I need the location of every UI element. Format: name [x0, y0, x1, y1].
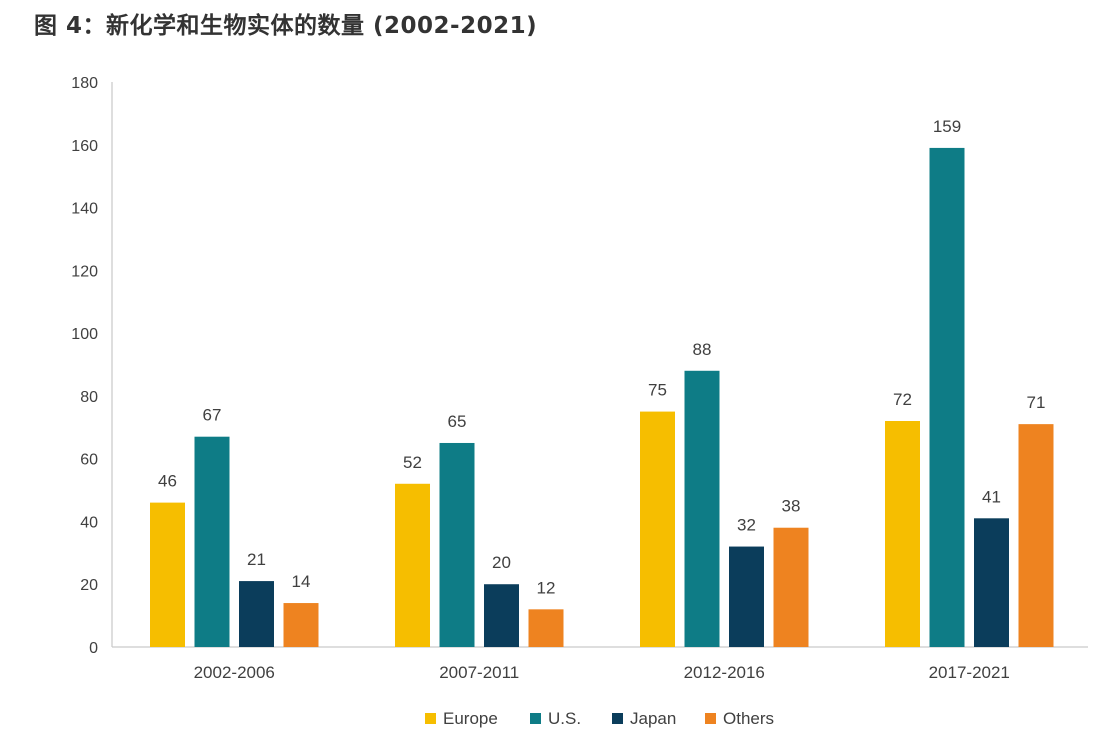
y-tick-label: 80 — [80, 389, 98, 406]
data-label: 65 — [448, 412, 467, 431]
y-tick-label: 100 — [71, 326, 98, 343]
data-label: 88 — [693, 340, 712, 359]
y-tick-label: 60 — [80, 452, 98, 469]
legend-label: Others — [723, 709, 774, 728]
legend-label: Europe — [443, 709, 498, 728]
data-label: 20 — [492, 553, 511, 572]
bar-europe — [395, 483, 430, 647]
bar-others — [1018, 424, 1054, 647]
axes: 0 20 40 60 80 100 120 140 160 180 2002-2006 2007-20… — [71, 75, 1088, 682]
bar-us — [929, 147, 965, 647]
data-label: 75 — [648, 381, 667, 400]
y-tick-label: 140 — [71, 201, 98, 218]
chart-title: 图 4：新化学和生物实体的数量 (2002-2021) — [34, 13, 538, 39]
legend-label: Japan — [630, 709, 676, 728]
data-label: 52 — [403, 453, 422, 472]
data-label: 32 — [737, 516, 756, 535]
y-tick-label: 160 — [71, 138, 98, 155]
bar-us — [439, 442, 475, 647]
data-labels: 46 52 75 72 67 65 88 159 21 20 32 41 14 12 38 71 — [158, 117, 1045, 597]
data-label: 71 — [1027, 393, 1046, 412]
y-tick-label: 0 — [89, 640, 98, 657]
bar-europe — [885, 421, 920, 647]
legend-swatch — [530, 713, 541, 724]
bar-europe — [640, 411, 675, 647]
data-label: 72 — [893, 390, 912, 409]
data-label: 46 — [158, 472, 177, 491]
legend-swatch — [705, 713, 716, 724]
y-tick-label: 180 — [71, 75, 98, 92]
legend-swatch — [425, 713, 436, 724]
bar-japan — [974, 518, 1009, 647]
legend-label: U.S. — [548, 709, 581, 728]
x-category-label: 2007-2011 — [439, 663, 519, 682]
bar-japan — [239, 581, 274, 647]
data-label: 38 — [782, 497, 801, 516]
x-category-label: 2017-2021 — [929, 663, 1010, 682]
y-tick-label: 40 — [80, 514, 98, 531]
bar-others — [283, 603, 319, 647]
bar-japan — [729, 546, 764, 647]
data-label: 12 — [537, 578, 556, 597]
bar-us — [684, 370, 720, 647]
data-label: 14 — [292, 572, 311, 591]
data-label: 67 — [203, 406, 222, 425]
y-tick-label: 120 — [71, 263, 98, 280]
data-label: 41 — [982, 487, 1001, 506]
legend-swatch — [612, 713, 623, 724]
x-category-label: 2002-2006 — [194, 663, 275, 682]
x-category-label: 2012-2016 — [684, 663, 765, 682]
y-tick-label: 20 — [80, 577, 98, 594]
bar-japan — [484, 584, 519, 647]
bar-others — [528, 609, 564, 647]
bar-europe — [150, 502, 185, 647]
legend: Europe U.S. Japan Others — [425, 709, 774, 728]
data-label: 159 — [933, 117, 961, 136]
bars — [150, 147, 1054, 647]
data-label: 21 — [247, 550, 266, 569]
bar-others — [773, 527, 809, 647]
bar-us — [194, 436, 230, 647]
